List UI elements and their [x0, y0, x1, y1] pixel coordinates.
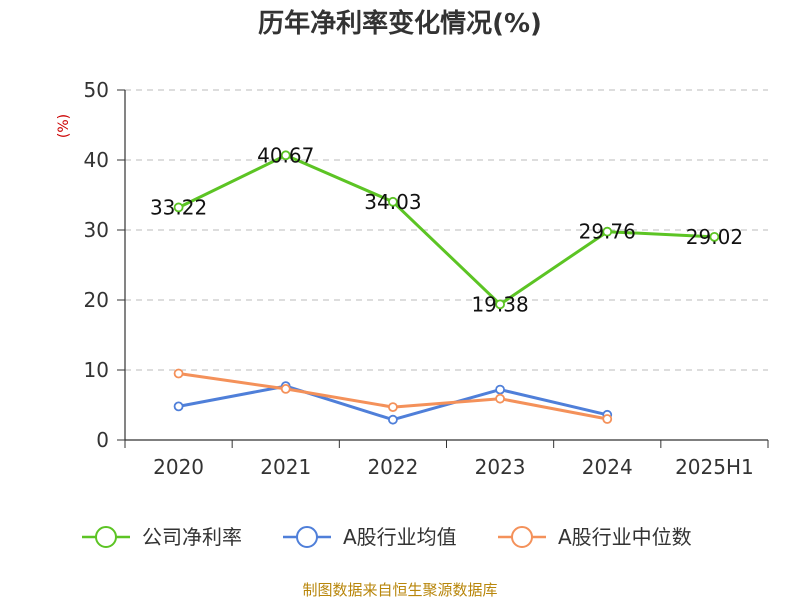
y-tick-label: 40	[84, 148, 109, 172]
data-label: 19.38	[471, 292, 528, 316]
x-tick-label: 2024	[582, 455, 633, 479]
data-point	[495, 393, 505, 404]
y-tick-label: 30	[84, 218, 109, 242]
data-point	[173, 401, 184, 412]
x-tick-label: 2021	[260, 455, 311, 479]
series-layer	[173, 150, 720, 425]
legend-marker	[511, 526, 533, 548]
data-label: 34.03	[364, 190, 421, 214]
data-point	[388, 402, 398, 413]
data-point	[280, 150, 291, 161]
data-point	[388, 414, 398, 425]
data-point	[173, 202, 184, 213]
legend-label: A股行业中位数	[558, 525, 692, 549]
legend-marker	[95, 526, 117, 548]
y-tick-label: 10	[84, 358, 109, 382]
y-axis-label: (%)	[56, 114, 72, 138]
legend-label: 公司净利率	[142, 525, 242, 549]
x-tick-label: 2022	[367, 455, 418, 479]
legend-marker	[296, 526, 318, 548]
legend: 公司净利率 A股行业均值 A股行业中位数	[82, 525, 692, 549]
data-point	[602, 226, 613, 237]
grid-lines	[125, 89, 768, 371]
source-note: 制图数据来自恒生聚源数据库	[302, 581, 497, 599]
legend-label: A股行业均值	[343, 525, 457, 549]
data-point	[280, 383, 291, 394]
series-line-0	[177, 153, 715, 306]
data-label: 40.67	[257, 143, 314, 167]
data-point	[495, 299, 505, 310]
chart-title: 历年净利率变化情况(%)	[258, 8, 542, 39]
x-tick-label: 2025H1	[675, 455, 754, 479]
data-labels: 33.22 40.67 34.03 19.38 29.76 29.02	[150, 143, 743, 316]
series-line-2	[178, 372, 608, 421]
axes: 0 10 20 30 40 50 2020 2021 2022 2023 2024 2025H1	[84, 78, 769, 479]
data-point	[388, 196, 398, 207]
data-label: 29.76	[579, 220, 636, 244]
data-point	[495, 384, 505, 395]
data-point	[709, 231, 720, 242]
x-tick-label: 2020	[153, 455, 204, 479]
data-label: 33.22	[150, 195, 207, 219]
y-tick-label: 20	[84, 288, 109, 312]
data-point	[602, 414, 613, 424]
data-label: 29.02	[686, 225, 743, 249]
y-tick-label: 50	[84, 78, 109, 102]
data-point	[173, 368, 184, 379]
x-tick-label: 2023	[475, 455, 526, 479]
y-tick-label: 0	[96, 428, 109, 452]
